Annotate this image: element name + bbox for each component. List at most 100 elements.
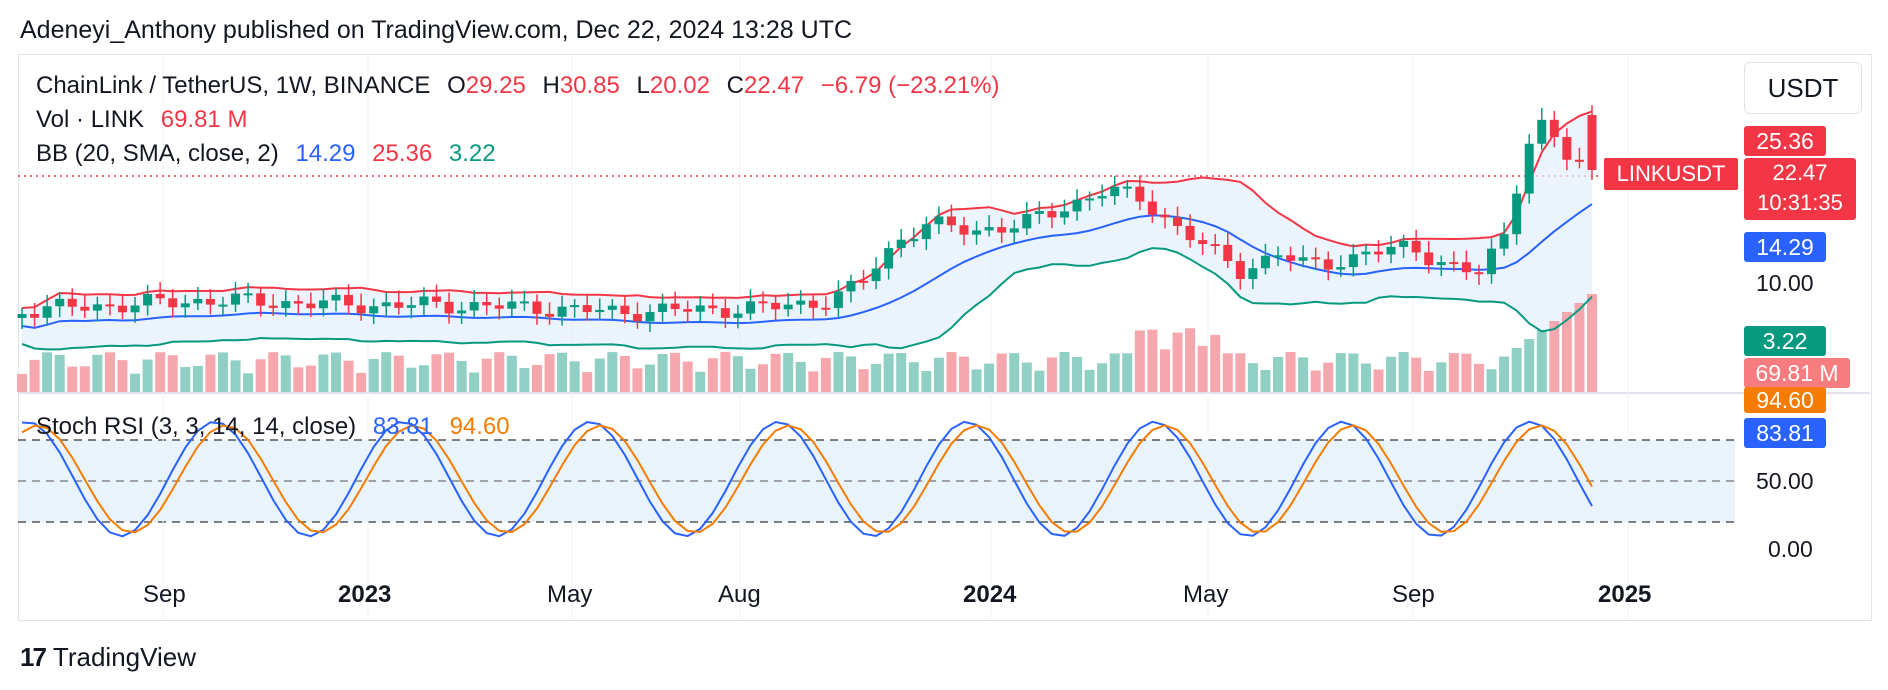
- candle-body: [1009, 228, 1019, 233]
- price-level-10: 10.00: [1756, 270, 1814, 296]
- volume-bar: [959, 356, 969, 392]
- candle-body: [444, 301, 454, 314]
- time-label-2023: 2023: [338, 581, 392, 608]
- volume-bar: [280, 355, 291, 392]
- candle-body: [532, 301, 542, 314]
- volume-bar: [318, 354, 329, 392]
- volume-bar: [1473, 363, 1484, 392]
- candle-body: [1537, 119, 1547, 144]
- volume-bar: [1109, 353, 1120, 392]
- candle-body: [570, 305, 580, 308]
- volume-bar: [104, 352, 115, 392]
- candle-body: [1424, 252, 1434, 266]
- volume-bar: [1323, 362, 1334, 392]
- volume-bar: [820, 357, 831, 392]
- volume-bar: [921, 371, 932, 392]
- volume-bar: [1360, 363, 1371, 392]
- bb-legend[interactable]: BB (20, SMA, close, 2) 14.29 25.36 3.22: [36, 140, 496, 168]
- candle-body: [394, 302, 404, 308]
- candle-body: [143, 293, 153, 306]
- volume-bar: [682, 361, 693, 392]
- candle-body: [193, 298, 203, 304]
- candle-body: [1549, 119, 1559, 137]
- candle-body: [1034, 211, 1044, 214]
- stoch-legend[interactable]: Stoch RSI (3, 3, 14, 14, close) 83.81 94…: [36, 413, 510, 441]
- volume-bar: [858, 369, 869, 392]
- candle-body: [670, 303, 680, 310]
- volume-bar: [1310, 370, 1321, 392]
- candle-body: [695, 305, 705, 312]
- brand[interactable]: 17 TradingView: [20, 642, 196, 673]
- volume-bar: [783, 352, 794, 392]
- candle-body: [1311, 257, 1321, 260]
- candle-body: [1122, 186, 1132, 189]
- candle-body: [1260, 255, 1270, 269]
- candle-body: [595, 309, 605, 313]
- candle-body: [557, 306, 567, 317]
- brand-name: TradingView: [52, 642, 196, 672]
- candle-body: [1373, 251, 1383, 255]
- high-value: 30.85: [559, 72, 620, 99]
- candle-body: [1185, 225, 1195, 241]
- volume-bar: [1273, 356, 1283, 392]
- candle-body: [507, 301, 517, 309]
- candle-body: [155, 293, 165, 299]
- volume-bar: [1159, 349, 1170, 392]
- volume-bar: [268, 352, 279, 392]
- time-label-aug: Aug: [718, 581, 761, 608]
- volume-bar: [1524, 339, 1535, 392]
- candle-body: [293, 301, 303, 304]
- candle-body: [997, 227, 1007, 233]
- volume-bar: [481, 358, 492, 392]
- volume-bar: [42, 352, 53, 392]
- volume-bar: [996, 353, 1007, 392]
- volume-bar: [469, 372, 480, 392]
- candle-body: [1487, 248, 1497, 275]
- candle-body: [1449, 262, 1459, 265]
- volume-bar: [519, 368, 530, 392]
- currency-button[interactable]: USDT: [1744, 62, 1862, 114]
- stoch-level-50: 50.00: [1756, 468, 1814, 494]
- candle-body: [607, 305, 617, 310]
- candle-body: [130, 305, 140, 313]
- volume-bar: [243, 373, 254, 392]
- volume-bar: [1009, 353, 1020, 392]
- volume-bar: [343, 360, 354, 392]
- volume-bars: [17, 294, 1597, 392]
- candle-body: [80, 306, 90, 311]
- candle-body: [205, 298, 215, 305]
- volume-bar: [1235, 353, 1246, 392]
- symbol-legend[interactable]: ChainLink / TetherUS, 1W, BINANCE O29.25…: [36, 72, 1000, 100]
- candles: [17, 105, 1597, 333]
- volume-bar: [1386, 356, 1397, 392]
- volume-bar: [557, 352, 568, 392]
- candle-body: [972, 230, 982, 235]
- candle-body: [821, 307, 831, 310]
- candle-body: [256, 293, 266, 306]
- candle-body: [1323, 259, 1333, 270]
- volume-bar: [142, 359, 153, 392]
- volume-legend[interactable]: Vol · LINK 69.81 M: [36, 106, 247, 134]
- bb-fill: [22, 111, 1592, 350]
- candle-body: [1273, 255, 1283, 258]
- candle-body: [1223, 244, 1233, 262]
- volume-value: 69.81 M: [160, 106, 248, 133]
- volume-bar: [192, 365, 203, 392]
- candle-body: [934, 216, 944, 225]
- candle-body: [720, 308, 730, 318]
- candle-body: [1210, 244, 1220, 247]
- candle-body: [1235, 261, 1245, 279]
- close-label: C: [726, 72, 744, 99]
- candle-body: [457, 310, 467, 314]
- candle-body: [1248, 268, 1258, 279]
- bb-lower-line: [21, 247, 1593, 351]
- candle-body: [1411, 240, 1421, 253]
- time-label-2025: 2025: [1598, 581, 1652, 608]
- volume-bar: [707, 358, 718, 392]
- candle-body: [231, 293, 241, 305]
- volume-bar: [155, 352, 166, 392]
- volume-bar: [795, 361, 806, 392]
- volume-bar: [1373, 369, 1384, 392]
- volume-bar: [971, 369, 982, 392]
